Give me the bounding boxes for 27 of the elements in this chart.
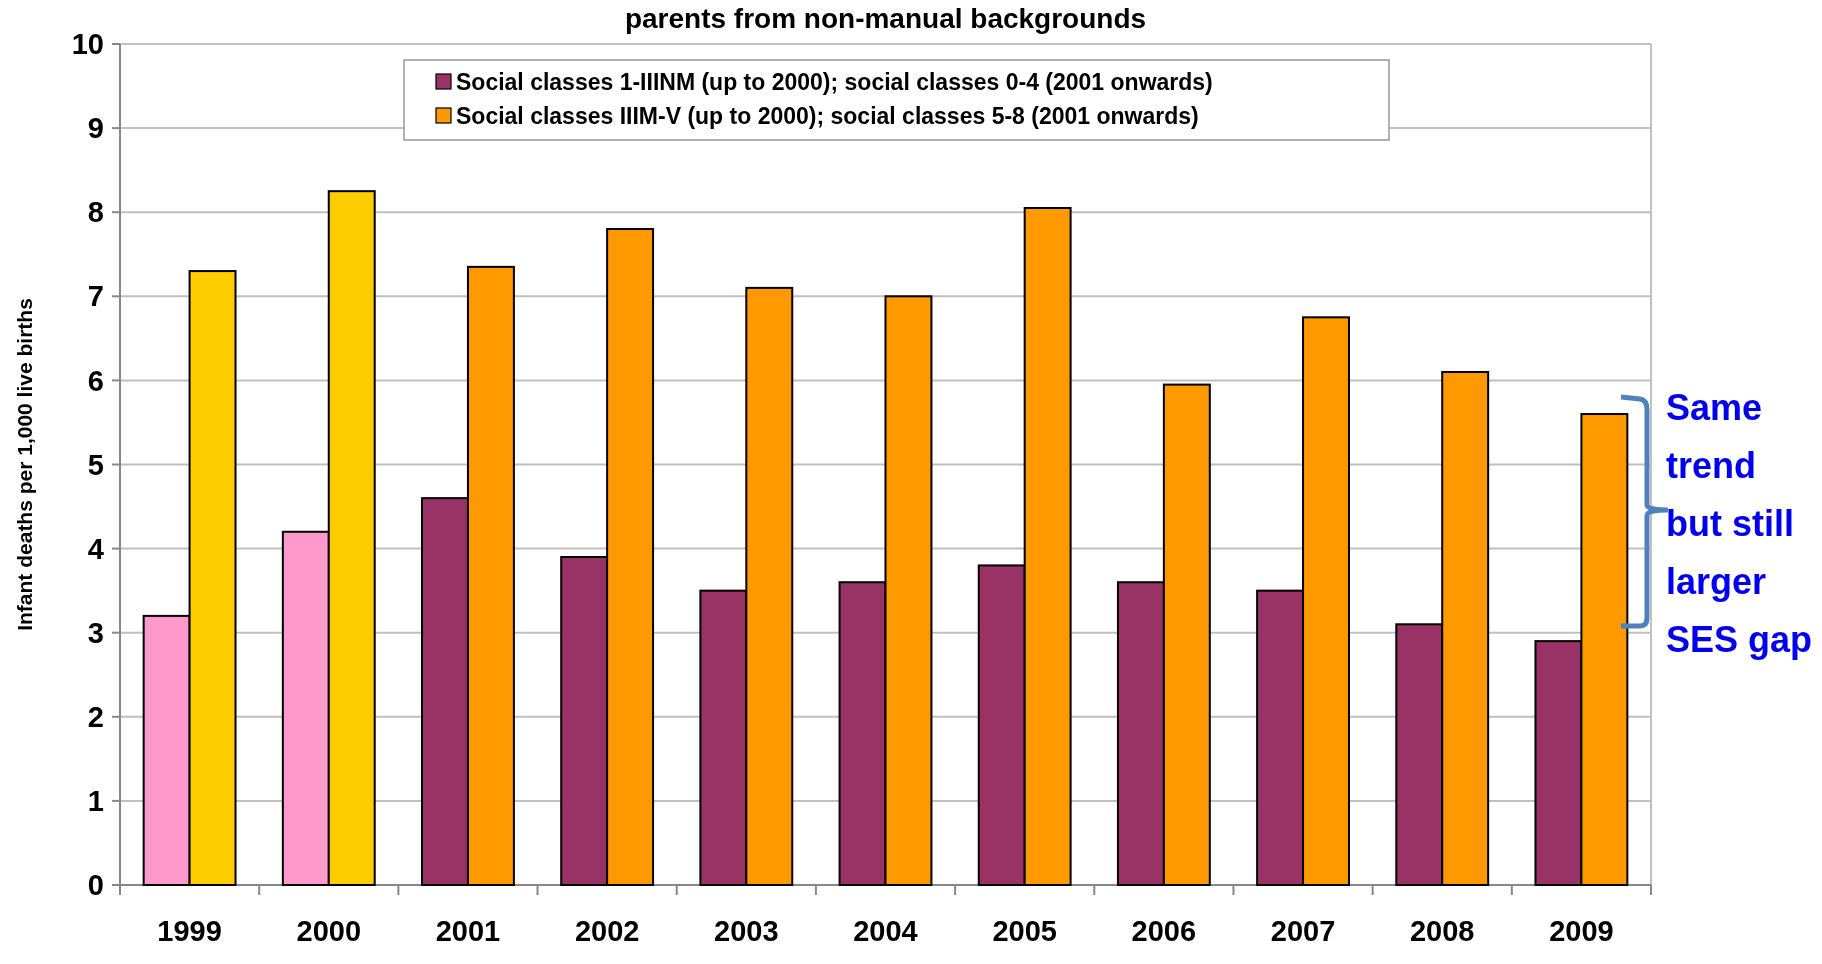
- x-tick-label: 2007: [1270, 915, 1336, 947]
- x-tick-label: 2004: [853, 915, 918, 947]
- y-tick-label: 7: [87, 280, 104, 313]
- text: Same trend but still larger SES gap: [1666, 387, 1813, 660]
- y-tick-label: 3: [87, 616, 104, 649]
- x-tick-label: 2000: [296, 915, 362, 947]
- legend-label: Social classes 1-IIINM (up to 2000); social classes 0-4 (2001 onwards): [456, 69, 1213, 96]
- x-tick-label: 2003: [714, 915, 779, 947]
- y-tick-label: 2: [87, 700, 104, 733]
- x-tick-label: 2002: [574, 915, 640, 947]
- y-tick-label: 1: [87, 785, 104, 818]
- y-tick-label: 10: [71, 28, 104, 61]
- x-tick-label: 2005: [992, 915, 1057, 947]
- y-tick-label: 9: [87, 112, 104, 145]
- x-tick-label: 1999: [157, 915, 222, 947]
- y-axis-title: Infant deaths per 1,000 live births: [13, 298, 36, 631]
- y-tick-label: 4: [87, 532, 104, 565]
- x-tick-label: 2006: [1131, 915, 1197, 947]
- y-tick-label: 5: [87, 448, 104, 481]
- x-tick-label: 2001: [435, 915, 501, 947]
- legend-label: Social classes IIIM-V (up to 2000); social classes 5-8 (2001 onwards): [456, 103, 1199, 130]
- x-tick-label: 2008: [1409, 915, 1475, 947]
- chart-title: parents from non-manual backgrounds: [624, 3, 1147, 34]
- x-tick-label: 2009: [1549, 915, 1614, 947]
- y-tick-label: 0: [87, 869, 104, 902]
- y-tick-label: 8: [87, 196, 104, 229]
- y-tick-label: 6: [87, 364, 104, 397]
